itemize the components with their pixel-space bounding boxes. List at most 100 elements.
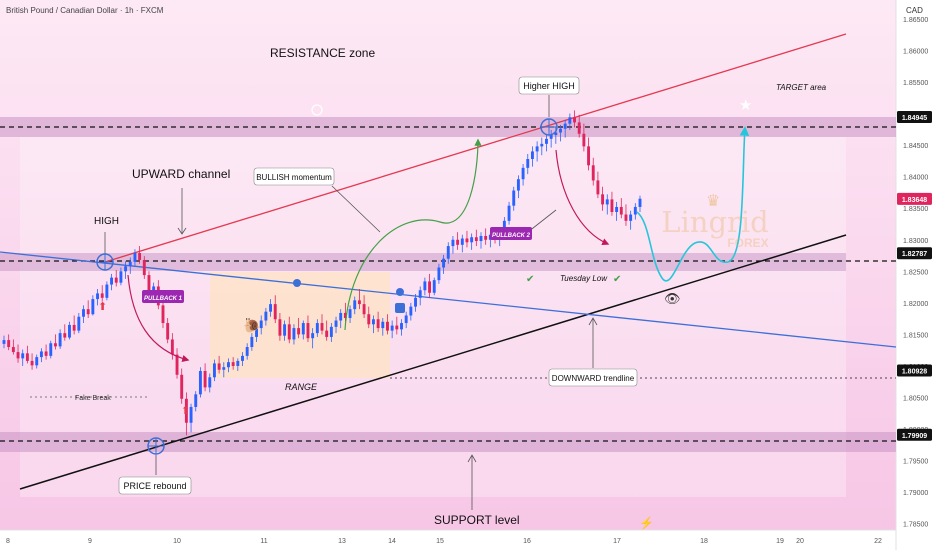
candle (287, 316, 291, 344)
candle (105, 281, 109, 301)
candle (53, 334, 57, 350)
breakout-icon (395, 303, 405, 313)
y-tick-label: 1.84500 (903, 143, 928, 150)
pullback1-label: PULLBACK 1 (144, 296, 183, 302)
candle (545, 133, 548, 152)
downward-arrowhead (588, 317, 598, 326)
x-tick-label: 18 (700, 538, 708, 545)
svg-text:1.82787: 1.82787 (902, 251, 927, 258)
candle (217, 355, 221, 374)
candle (390, 320, 394, 339)
candle (245, 343, 249, 360)
lightning-icon: ⚡ (639, 516, 654, 530)
candle (535, 141, 539, 162)
candle (381, 318, 385, 336)
y-tick-label: 1.86500 (903, 17, 928, 24)
range-label: RANGE (285, 382, 318, 392)
y-tick-label: 1.79000 (903, 490, 928, 497)
candle (568, 113, 572, 130)
bullish-momentum-label: BULLISH momentum (256, 173, 332, 182)
candle (474, 229, 478, 247)
svg-text:1.84945: 1.84945 (902, 115, 927, 122)
candle (301, 320, 305, 340)
resistance-zone-label: RESISTANCE zone (270, 46, 375, 60)
y-tick-label: 1.80500 (903, 396, 928, 403)
pullback2-arc (555, 149, 610, 246)
candle (629, 210, 633, 230)
candle (278, 312, 282, 341)
crown-icon: ♛ (706, 193, 720, 210)
check-icon-1: ✔ (526, 274, 534, 285)
support-level-label: SUPPORT level (434, 513, 520, 527)
high-marker (96, 253, 114, 271)
candle (138, 246, 142, 264)
svg-text:1.79909: 1.79909 (902, 433, 927, 440)
support-zone-band (0, 432, 896, 452)
candle (423, 277, 427, 296)
candle (273, 295, 277, 324)
candle (315, 319, 319, 337)
candle (479, 232, 483, 249)
candle (348, 305, 352, 324)
candle (409, 302, 413, 321)
candle (367, 306, 371, 329)
candle (334, 316, 338, 334)
candle (184, 392, 188, 436)
candle (357, 288, 361, 310)
y-tick-label: 1.81500 (903, 332, 928, 339)
candle (521, 164, 525, 186)
candle (236, 358, 240, 371)
candle (11, 339, 15, 355)
candle (77, 312, 81, 334)
bullish-pointer (331, 185, 381, 233)
candle (395, 316, 399, 335)
y-tick-label: 1.84000 (903, 175, 928, 182)
candle (456, 232, 460, 250)
candle (114, 270, 118, 287)
candle (451, 235, 455, 254)
candle (428, 273, 432, 298)
candle (30, 353, 34, 370)
candle (404, 311, 408, 329)
candle (269, 299, 273, 317)
candle (619, 198, 623, 219)
candle (605, 194, 609, 215)
candle (371, 315, 375, 334)
candle (297, 318, 301, 339)
pullback2-pointer (527, 209, 557, 233)
candle (624, 204, 628, 226)
candle (549, 129, 553, 148)
price-badge: 1.79909 (897, 428, 932, 441)
candle (470, 233, 474, 250)
price-badges: 1.84945 1.83648 1.82787 1.80928 1.79909 (897, 111, 932, 441)
price-badge: 1.83648 (897, 192, 932, 205)
candle (442, 254, 446, 274)
candle (587, 137, 591, 171)
svg-text:1.83648: 1.83648 (902, 197, 927, 204)
candle (484, 228, 488, 245)
candle (16, 344, 20, 363)
candle (530, 146, 534, 167)
y-tick-label: 1.78500 (903, 522, 928, 529)
price-badge: 1.80928 (897, 364, 932, 377)
x-tick-label: 14 (388, 538, 396, 545)
candle (615, 201, 619, 221)
candle (362, 295, 366, 318)
pullback1-arc (127, 274, 190, 363)
candle (540, 137, 544, 156)
candle (35, 354, 39, 369)
candle (96, 288, 99, 306)
candle (166, 318, 170, 344)
candle (507, 201, 511, 225)
upward-channel-top (104, 33, 847, 263)
candle (49, 340, 53, 359)
candle (311, 328, 315, 349)
candle (306, 315, 310, 342)
currency-label: CAD (906, 6, 923, 15)
candle (58, 329, 62, 349)
y-tick-label: 1.79500 (903, 459, 928, 466)
x-tick-label: 20 (796, 538, 804, 545)
candle (353, 296, 357, 315)
